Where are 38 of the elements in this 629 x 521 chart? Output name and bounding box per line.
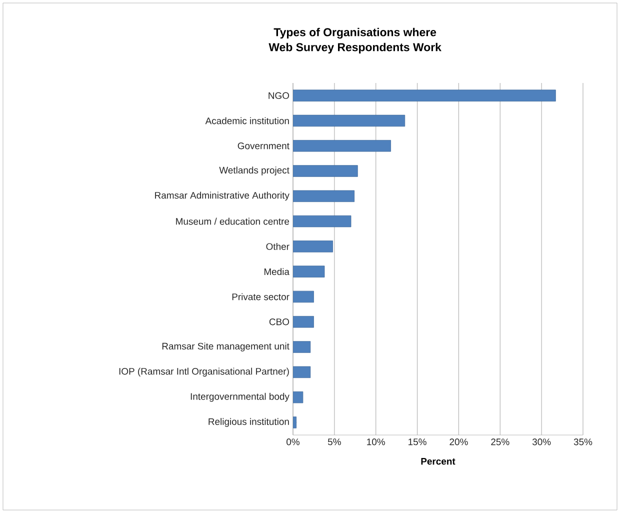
bar [292,266,325,278]
x-tick-label: 25% [491,438,510,446]
bar [292,114,406,127]
bar [292,140,391,152]
chart-title: Types of Organisations where Web Survey Respondents Work [268,28,442,54]
x-tick-label: 10% [367,438,385,446]
y-tick-label: Intergovernmental body [190,392,290,402]
y-tick-label: Private sector [232,293,290,300]
bar [292,391,304,404]
x-tick-label: 15% [408,438,426,446]
x-tick-label: 0% [286,438,300,446]
y-tick-label: Media [264,268,290,276]
x-tick-label: 35% [574,438,592,446]
y-tick-label: Academic institution [205,117,289,124]
bar [292,416,297,428]
y-tick-label: NGO [268,92,290,99]
y-tick-label: Wetlands project [219,166,290,176]
y-tick-label: Other [266,242,290,250]
bar [292,366,311,378]
bar [292,190,355,202]
bar [292,290,314,303]
x-axis-title: Percent [421,458,456,465]
bar [292,341,311,353]
bar [292,90,556,102]
y-tick-label: Ramsar Site management unit [162,342,290,352]
y-tick-label: Ramsar Administrative Authority [155,192,290,201]
bar [292,316,314,328]
bar [292,215,352,228]
bar [292,240,333,252]
x-tick-label: 30% [532,438,551,446]
y-tick-label: CBO [269,318,290,326]
y-tick-label: Museum / education centre [176,218,290,225]
x-tick-label: 5% [328,438,341,446]
bar [292,165,358,177]
y-tick-label: IOP (Ramsar Intl Organisational Partner) [119,368,289,377]
x-tick-label: 20% [450,438,468,446]
y-tick-label: Religious institution [208,418,289,427]
y-tick-label: Government [238,142,290,150]
